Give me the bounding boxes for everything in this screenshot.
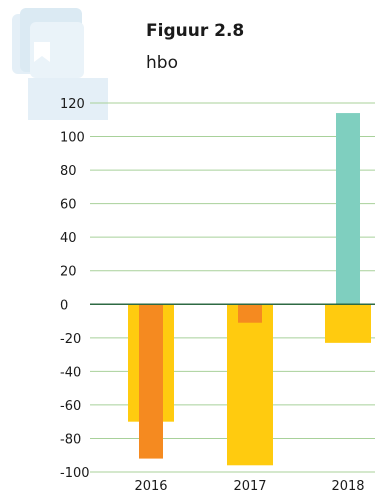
bar-series-1-2018 — [325, 304, 371, 343]
figure-label: Figuur 2.8 — [146, 21, 244, 41]
x-category-label: 2018 — [331, 479, 364, 494]
figure-subtitle: hbo — [146, 53, 178, 73]
y-tick-label: 120 — [60, 97, 85, 112]
y-tick-label: -60 — [60, 399, 81, 414]
y-tick-label: 40 — [60, 231, 77, 246]
y-tick-label: -20 — [60, 332, 81, 347]
bar-series-2-2018 — [336, 113, 360, 305]
y-axis-ticks: 120 100 80 60 40 20 0 -20 -40 -60 -80 -100 — [60, 97, 90, 481]
y-tick-label: 60 — [60, 198, 77, 213]
bar-series-1-2017 — [227, 304, 273, 466]
y-tick-label: 80 — [60, 164, 77, 179]
x-category-label: 2017 — [233, 479, 266, 494]
bar-series-2-2017 — [238, 304, 262, 323]
y-tick-label: -80 — [60, 432, 81, 447]
y-tick-label: -40 — [60, 365, 81, 380]
y-tick-label: 100 — [60, 131, 85, 146]
bars — [128, 113, 371, 466]
x-axis-categories: 2016 2017 2018 — [134, 479, 364, 494]
x-category-label: 2016 — [134, 479, 167, 494]
bar-series-2-2016 — [139, 304, 163, 459]
y-tick-label: -100 — [60, 466, 90, 481]
y-tick-label: 0 — [60, 298, 68, 313]
book-stack-icon — [12, 8, 108, 120]
y-tick-label: 20 — [60, 265, 77, 280]
